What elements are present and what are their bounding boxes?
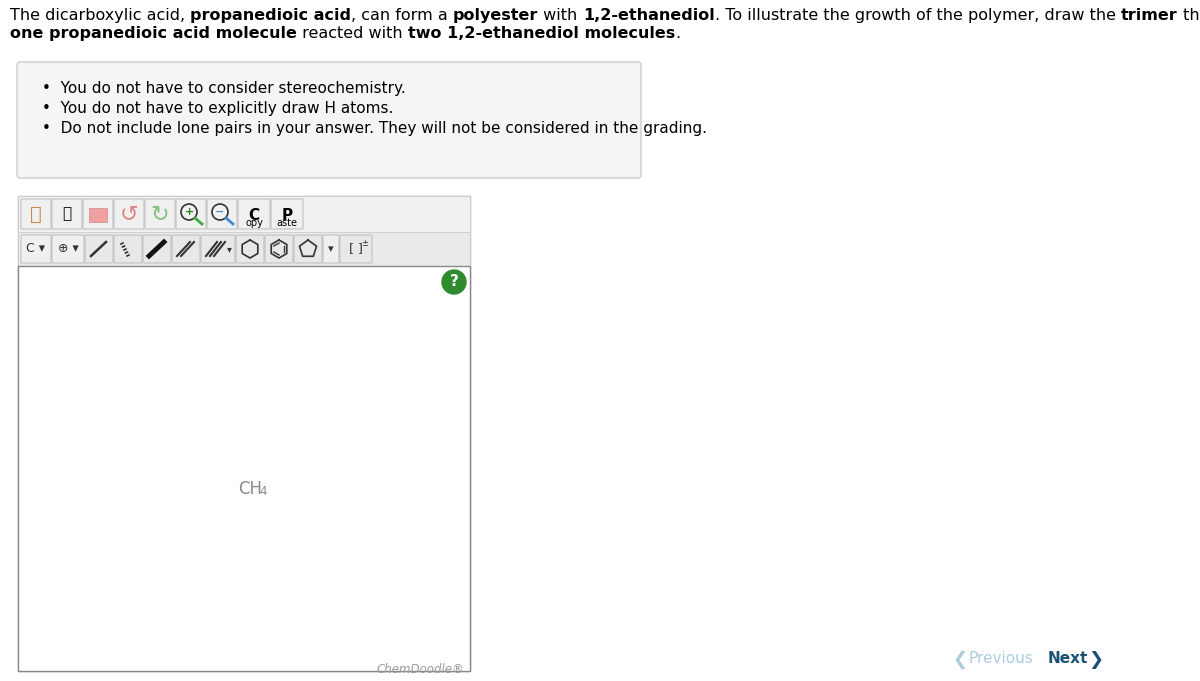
Text: Previous: Previous [968, 651, 1033, 666]
FancyBboxPatch shape [145, 199, 175, 229]
Text: ±: ± [361, 238, 368, 247]
Bar [18, 266, 470, 671]
Text: propanedioic acid: propanedioic acid [191, 8, 352, 23]
Text: with: with [539, 8, 583, 23]
Text: ↻: ↻ [151, 204, 169, 224]
FancyBboxPatch shape [114, 235, 142, 263]
Text: The dicarboxylic acid,: The dicarboxylic acid, [10, 8, 191, 23]
Text: .: . [674, 26, 680, 41]
Text: ❯: ❯ [1088, 651, 1103, 669]
FancyBboxPatch shape [202, 235, 235, 263]
FancyBboxPatch shape [238, 199, 270, 229]
Text: ⊕ ▾: ⊕ ▾ [58, 242, 78, 255]
Text: CH: CH [238, 479, 262, 498]
FancyBboxPatch shape [83, 199, 113, 229]
FancyBboxPatch shape [323, 235, 340, 263]
Text: ▾: ▾ [227, 244, 232, 254]
FancyBboxPatch shape [143, 235, 172, 263]
Text: reacted with: reacted with [296, 26, 408, 41]
FancyBboxPatch shape [271, 199, 302, 229]
FancyBboxPatch shape [294, 235, 322, 263]
Text: Next: Next [1048, 651, 1088, 666]
Text: ?: ? [450, 274, 458, 289]
Text: aste: aste [276, 218, 298, 228]
Text: 4: 4 [259, 486, 266, 498]
FancyBboxPatch shape [17, 62, 641, 178]
Bar [18, 232, 470, 266]
FancyBboxPatch shape [52, 235, 84, 263]
Circle shape [442, 270, 466, 294]
Text: one propanedioic acid molecule: one propanedioic acid molecule [10, 26, 296, 41]
Text: two 1,2-ethanediol molecules: two 1,2-ethanediol molecules [408, 26, 674, 41]
Text: −: − [215, 207, 224, 217]
FancyBboxPatch shape [208, 199, 238, 229]
Text: P: P [282, 208, 293, 223]
Text: . To illustrate the growth of the polymer, draw the: . To illustrate the growth of the polyme… [715, 8, 1121, 23]
Bar [89, 208, 107, 222]
FancyBboxPatch shape [265, 235, 293, 263]
Text: ↺: ↺ [120, 204, 138, 224]
Text: that would form if: that would form if [1177, 8, 1200, 23]
Text: opy: opy [245, 218, 263, 228]
FancyBboxPatch shape [52, 199, 82, 229]
Text: •  You do not have to consider stereochemistry.: • You do not have to consider stereochem… [42, 81, 406, 96]
Bar [18, 196, 470, 671]
Text: polyester: polyester [454, 8, 539, 23]
FancyBboxPatch shape [22, 235, 50, 263]
FancyBboxPatch shape [340, 235, 372, 263]
Text: [ ]: [ ] [349, 242, 362, 255]
Bar [18, 196, 470, 232]
Text: +: + [185, 207, 193, 217]
Text: ChemDoodle®: ChemDoodle® [377, 663, 464, 676]
Text: C: C [248, 208, 259, 223]
FancyBboxPatch shape [236, 235, 264, 263]
FancyBboxPatch shape [172, 235, 200, 263]
Text: ✋: ✋ [30, 204, 42, 223]
Text: 🧪: 🧪 [62, 206, 72, 221]
FancyBboxPatch shape [22, 199, 50, 229]
FancyBboxPatch shape [114, 199, 144, 229]
FancyBboxPatch shape [176, 199, 206, 229]
Text: •  You do not have to explicitly draw H atoms.: • You do not have to explicitly draw H a… [42, 101, 394, 116]
Text: ❮: ❮ [952, 651, 967, 669]
Text: 1,2-ethanediol: 1,2-ethanediol [583, 8, 715, 23]
FancyBboxPatch shape [85, 235, 113, 263]
Text: ▾: ▾ [328, 244, 334, 254]
Text: C ▾: C ▾ [26, 242, 46, 255]
Text: trimer: trimer [1121, 8, 1177, 23]
Text: •  Do not include lone pairs in your answer. They will not be considered in the : • Do not include lone pairs in your answ… [42, 121, 707, 136]
Text: , can form a: , can form a [352, 8, 454, 23]
